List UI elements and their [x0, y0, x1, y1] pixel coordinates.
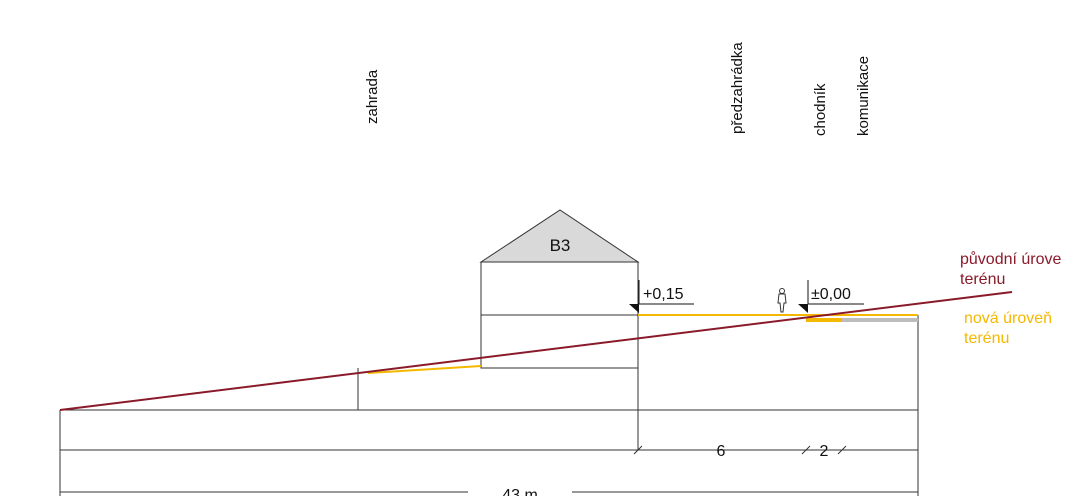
level-triangle-entrance	[629, 304, 639, 313]
dimension-label-total: 43 m	[502, 487, 538, 496]
new-terrain	[367, 314, 918, 374]
level-label-entrance: +0,15	[643, 286, 684, 303]
sidewalk-surface	[806, 318, 842, 322]
dimension-label-sidewalk: 2	[820, 443, 829, 460]
zone-label-road: komunikace	[855, 56, 872, 136]
person-figure-icon	[777, 288, 787, 313]
legend-original-terrain-line1: původní úrove	[960, 250, 1062, 268]
dimension-label-front-garden: 6	[717, 443, 726, 460]
new-terrain-garden-segment	[367, 365, 482, 374]
level-label-zero: ±0,00	[811, 286, 851, 303]
level-triangle-zero	[798, 304, 808, 313]
zone-label-garden: zahrada	[364, 69, 381, 124]
zone-label-sidewalk: chodník	[812, 83, 829, 136]
level-marker-zero: ±0,00	[798, 280, 864, 313]
legend: původní úrove terénu nová úroveň terénu	[960, 250, 1062, 347]
zone-label-front-garden: předzahrádka	[729, 42, 746, 134]
road-surface	[842, 318, 918, 322]
legend-new-terrain-line1: nová úroveň	[964, 310, 1052, 327]
building-b3: B3	[479, 209, 640, 369]
level-marker-entrance: +0,15	[629, 280, 694, 313]
legend-original-terrain-line2: terénu	[960, 271, 1005, 288]
legend-new-terrain-line2: terénu	[964, 330, 1009, 347]
dimension-sidewalk	[806, 445, 847, 455]
original-terrain-line	[59, 291, 1013, 411]
building-label: B3	[550, 236, 571, 255]
